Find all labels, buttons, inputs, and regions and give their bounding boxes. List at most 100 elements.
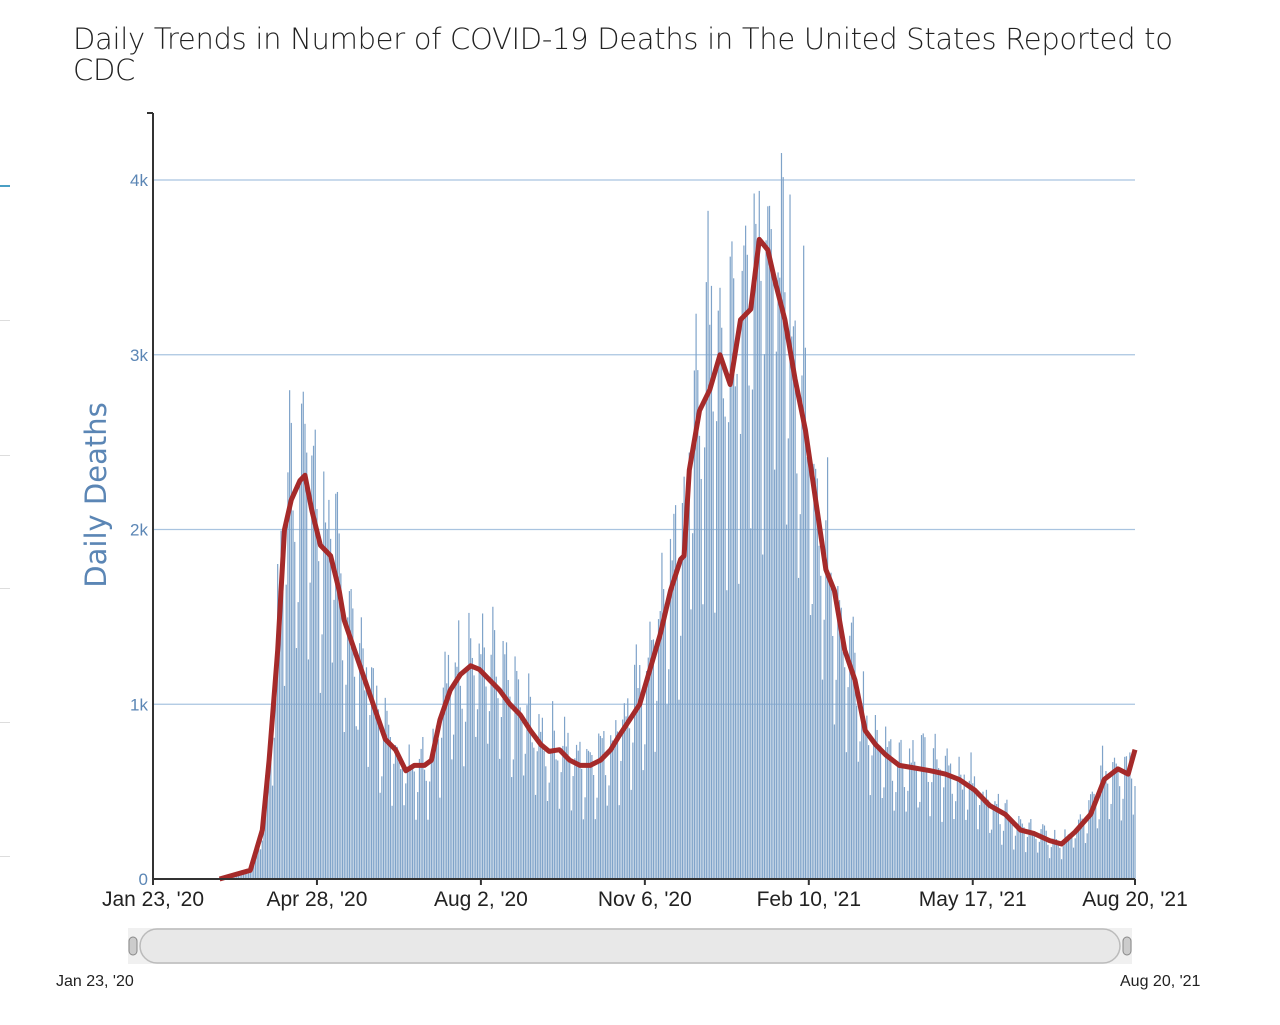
daily-bar: [697, 370, 699, 879]
edge-tick: [0, 455, 10, 456]
daily-bar: [289, 390, 291, 879]
daily-bar: [345, 684, 347, 879]
daily-bar: [649, 621, 651, 879]
daily-bar: [359, 643, 361, 879]
daily-bar: [661, 552, 663, 879]
daily-bar: [512, 759, 514, 879]
daily-bar: [664, 603, 666, 879]
daily-bar: [727, 422, 730, 879]
daily-bar: [763, 354, 766, 880]
range-handle-left[interactable]: [128, 936, 138, 956]
daily-bar: [794, 320, 796, 880]
daily-bar: [951, 793, 953, 879]
daily-bar: [987, 799, 989, 879]
daily-bar: [1067, 834, 1069, 879]
daily-bar: [372, 668, 374, 879]
daily-bar: [941, 821, 943, 879]
daily-bar: [287, 472, 289, 879]
daily-bar: [903, 787, 906, 879]
daily-bar: [890, 739, 892, 879]
daily-bar: [410, 768, 412, 879]
daily-bar: [828, 575, 830, 879]
daily-bar: [476, 709, 479, 879]
daily-bar: [389, 736, 391, 879]
daily-bar: [429, 781, 431, 879]
daily-bar: [379, 792, 381, 879]
daily-bar: [601, 738, 603, 879]
daily-bar: [314, 429, 316, 879]
daily-bar: [1013, 849, 1015, 879]
daily-bar: [994, 801, 996, 879]
daily-bar: [280, 530, 282, 879]
daily-bar: [960, 774, 962, 879]
daily-bar: [307, 659, 310, 879]
daily-bar: [521, 713, 523, 879]
daily-bar: [721, 327, 723, 879]
daily-bar: [567, 732, 569, 879]
daily-bar: [652, 639, 654, 879]
daily-bar: [302, 391, 304, 879]
daily-bar: [478, 643, 480, 879]
daily-bar: [591, 755, 593, 879]
daily-bar: [634, 664, 636, 879]
daily-bar: [1011, 824, 1013, 879]
daily-bar: [676, 575, 678, 879]
daily-bar: [328, 499, 330, 879]
daily-bar: [331, 662, 333, 879]
daily-bar: [610, 735, 612, 879]
daily-bar: [666, 704, 668, 879]
daily-bar: [565, 746, 567, 879]
daily-bar: [1028, 822, 1030, 879]
daily-bar: [1060, 859, 1063, 879]
daily-bar: [698, 435, 701, 879]
daily-bar: [579, 741, 581, 879]
daily-bar: [432, 728, 434, 879]
daily-bar: [668, 669, 670, 879]
daily-bar: [985, 789, 988, 879]
range-selector[interactable]: [128, 928, 1132, 964]
daily-bar: [734, 386, 736, 879]
daily-bar: [813, 463, 815, 879]
daily-bar: [606, 805, 608, 879]
daily-bar: [608, 785, 610, 879]
daily-bar: [632, 742, 634, 879]
daily-bar: [915, 767, 917, 879]
daily-bar: [545, 766, 547, 879]
daily-bar: [446, 683, 448, 879]
daily-bar: [775, 351, 777, 880]
daily-bar: [939, 769, 941, 879]
range-handle-right[interactable]: [1122, 936, 1132, 956]
daily-bar: [297, 602, 299, 879]
daily-bar: [482, 613, 484, 879]
daily-bar: [932, 748, 935, 879]
daily-bar: [695, 313, 697, 879]
daily-bar: [400, 769, 402, 879]
daily-bar: [990, 829, 993, 879]
daily-bar: [620, 760, 622, 879]
range-selector-bar[interactable]: [139, 928, 1121, 964]
daily-bar: [1095, 800, 1097, 879]
daily-bar: [533, 747, 535, 879]
daily-bar: [856, 705, 858, 879]
daily-bar: [534, 794, 537, 879]
daily-bar: [604, 775, 607, 879]
daily-bar: [1006, 799, 1008, 879]
daily-bar: [912, 740, 914, 879]
daily-bar: [458, 620, 460, 879]
daily-bar: [555, 759, 557, 879]
daily-bar: [343, 732, 345, 879]
daily-bar: [820, 575, 822, 879]
daily-bar: [553, 730, 555, 879]
daily-bar: [815, 468, 817, 879]
daily-bar: [842, 651, 844, 879]
daily-bar: [548, 782, 550, 879]
daily-bar: [961, 789, 964, 879]
daily-bar: [348, 591, 350, 879]
daily-bar: [340, 573, 342, 879]
daily-bar: [352, 608, 354, 879]
daily-bar: [717, 310, 719, 880]
daily-bar: [1050, 847, 1052, 879]
daily-bar: [261, 840, 263, 879]
daily-bar: [710, 285, 713, 879]
daily-bar: [1113, 757, 1116, 879]
